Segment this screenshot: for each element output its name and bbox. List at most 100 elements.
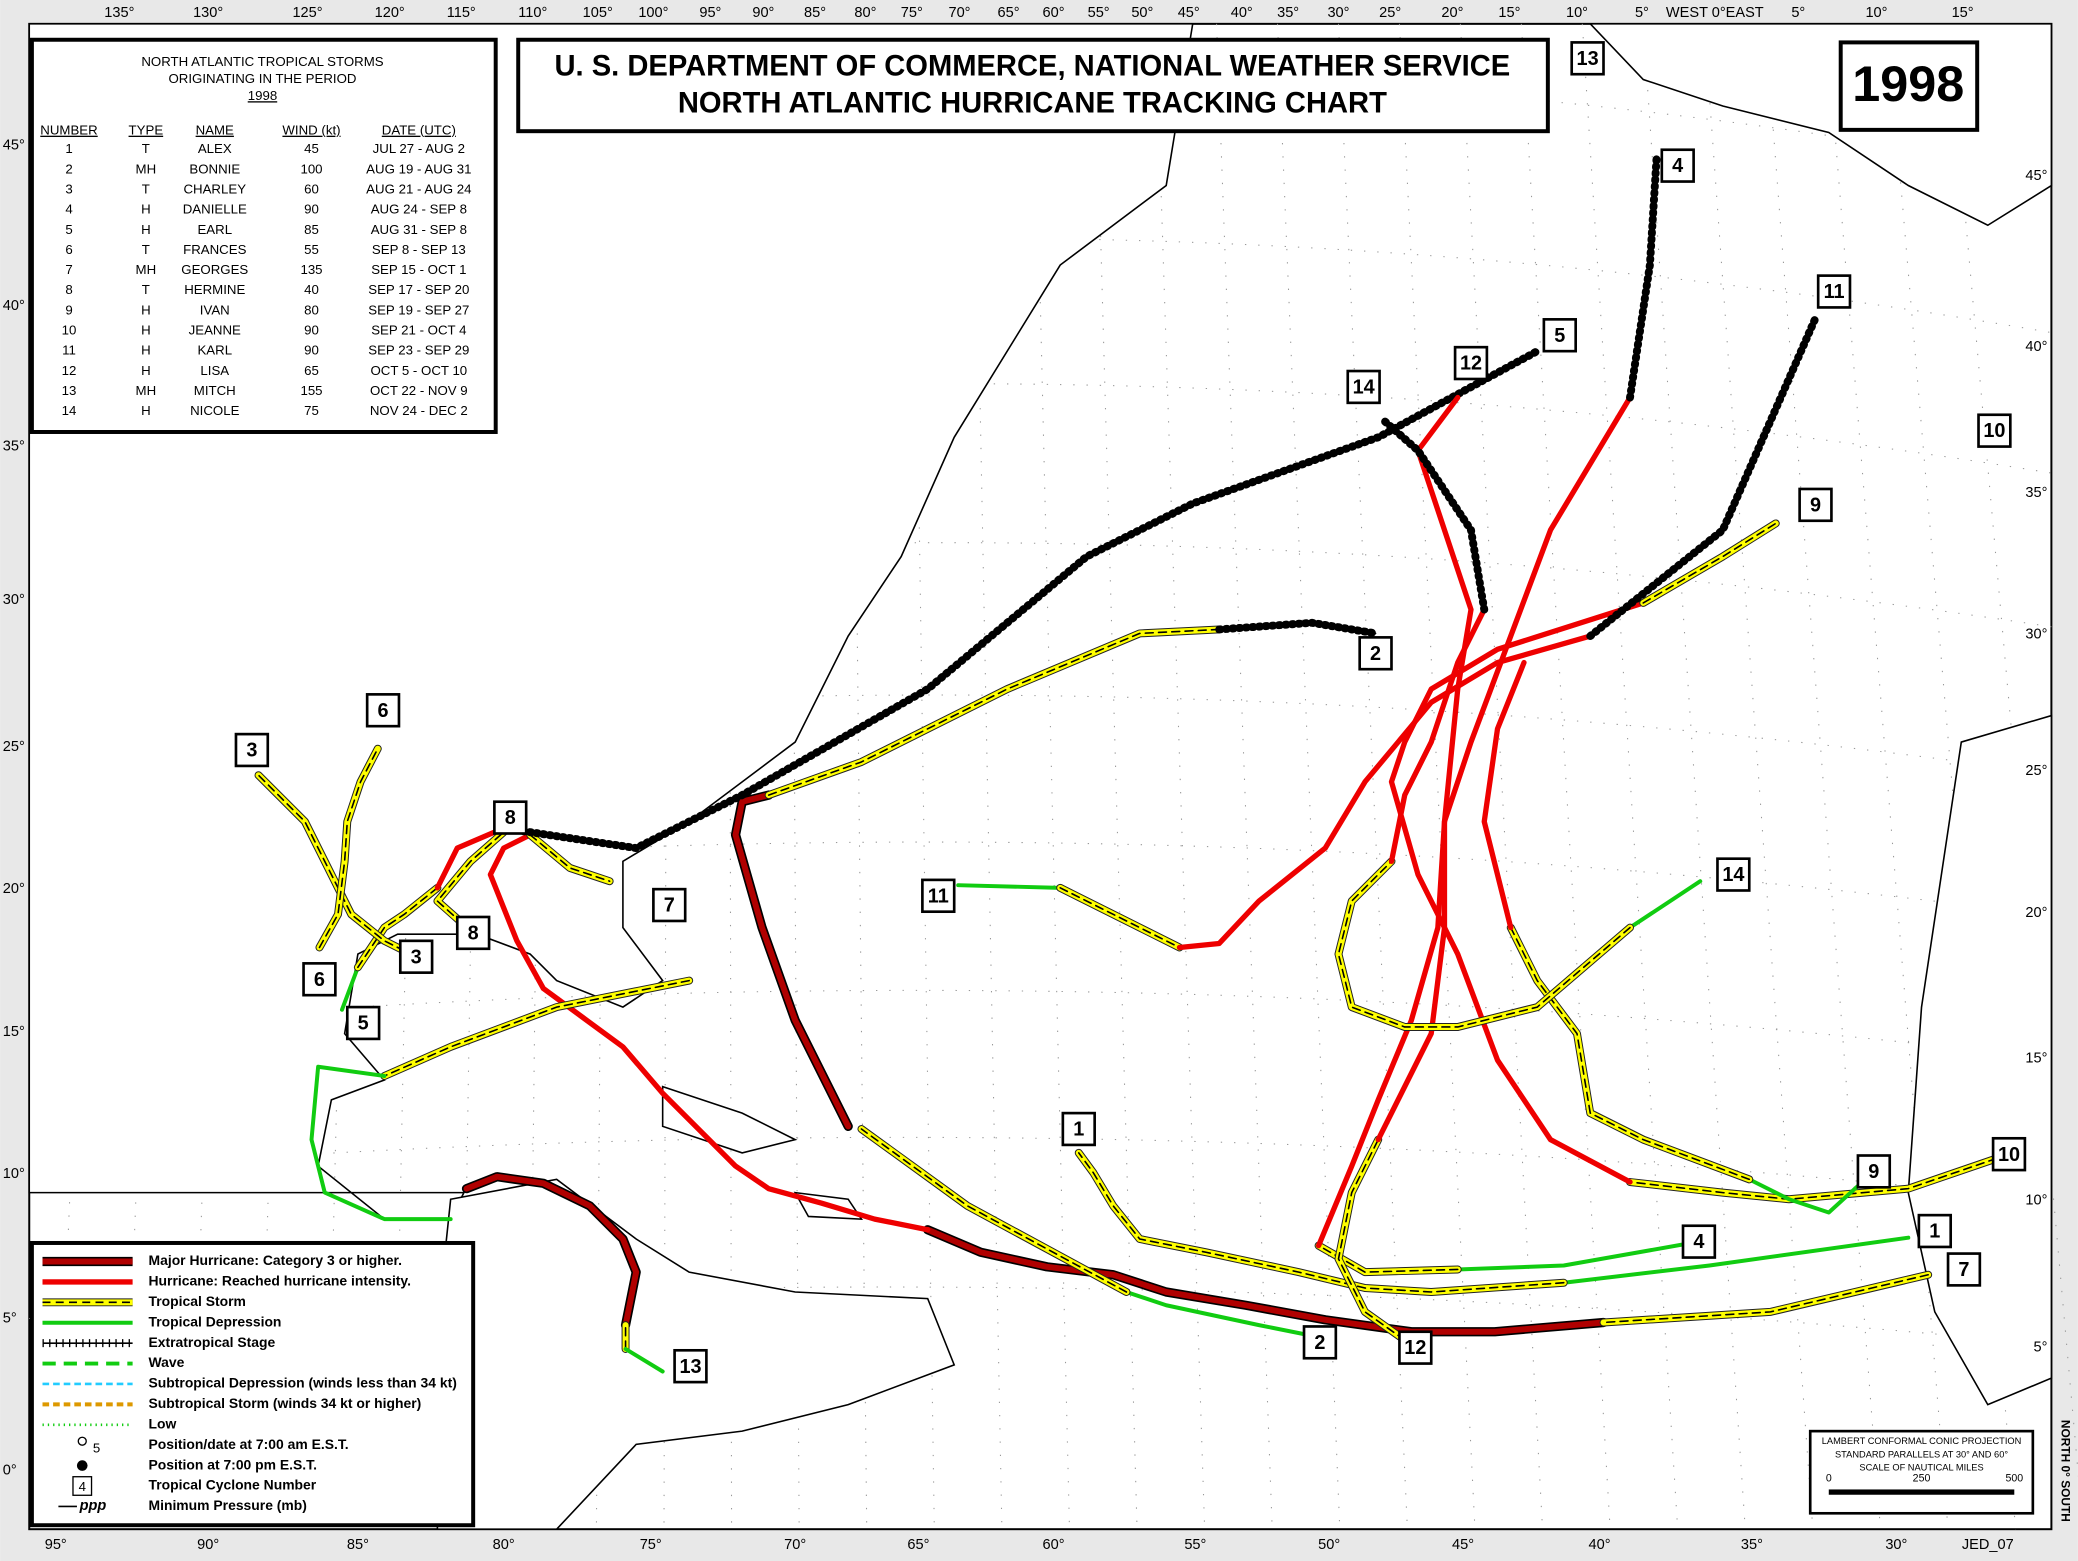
- storm-number: 7: [664, 895, 675, 917]
- storm-number: 6: [378, 700, 389, 722]
- track-hur: [1176, 633, 1593, 951]
- table-cell: 5: [65, 222, 72, 237]
- longitude-label: 120°: [375, 5, 405, 21]
- table-cell: T: [142, 141, 150, 156]
- table-cell: 90: [304, 323, 319, 338]
- storm-number: 13: [679, 1356, 701, 1378]
- legend-label: Tropical Storm: [149, 1293, 246, 1309]
- table-cell: SEP 15 - OCT 1: [371, 262, 466, 277]
- track-td: [1124, 1290, 1328, 1341]
- year: 1998: [1852, 55, 1964, 112]
- table-title: 1998: [248, 88, 277, 103]
- longitude-label: 5°: [1635, 5, 1649, 21]
- longitude-label: 50°: [1131, 5, 1153, 21]
- track-ts: [1642, 522, 1777, 604]
- track-ts: [357, 887, 439, 969]
- track-hur: [434, 825, 507, 891]
- scale-bar: [1828, 1489, 2015, 1495]
- storm-number: 11: [928, 885, 949, 907]
- storm-number: 1: [1073, 1119, 1084, 1141]
- storm-number: 12: [1404, 1337, 1426, 1359]
- storm-number-box: [652, 887, 687, 923]
- track-ts: [1337, 1138, 1417, 1349]
- storm-number-box: [234, 732, 270, 768]
- track-hur: [1388, 606, 1487, 864]
- legend-symbol-label: ppp: [79, 1498, 107, 1514]
- storm-table: NORTH ATLANTIC TROPICAL STORMS ORIGINATIN…: [40, 54, 471, 418]
- track-ts: [383, 979, 690, 1077]
- track-ts: [1337, 860, 1631, 1028]
- track-td: [1628, 879, 1703, 930]
- longitude-label: 90°: [752, 5, 774, 21]
- latitude-label: 25°: [3, 739, 25, 755]
- year-box: [1838, 40, 1980, 132]
- table-cell: 55: [304, 242, 319, 257]
- storm-number-box: [1660, 148, 1695, 183]
- table-cell: DANIELLE: [183, 202, 247, 217]
- longitude-label: 70°: [948, 5, 970, 21]
- longitude-label: 30°: [1327, 5, 1349, 21]
- storm-number: 5: [1554, 325, 1565, 347]
- table-cell: AUG 31 - SEP 8: [371, 222, 467, 237]
- table-cell: SEP 17 - SEP 20: [368, 282, 469, 297]
- legend-box: [29, 1240, 476, 1528]
- latitude-label: 40°: [2025, 339, 2047, 355]
- latitude-label: 45°: [3, 138, 25, 154]
- table-header: DATE (UTC): [382, 123, 456, 138]
- caribbean-islands: [661, 1085, 863, 1220]
- table-cell: GEORGES: [181, 262, 248, 277]
- longitude-label: 95°: [699, 5, 721, 21]
- legend-label: Tropical Depression: [149, 1313, 282, 1329]
- storm-number: 9: [1810, 494, 1821, 516]
- longitude-label: 90°: [197, 1537, 219, 1553]
- table-cell: EARL: [197, 222, 232, 237]
- latitude-label: 15°: [2025, 1051, 2047, 1067]
- longitude-label: 35°: [1741, 1537, 1763, 1553]
- track-td: [956, 883, 1063, 890]
- longitude-label: 125°: [292, 5, 322, 21]
- latitude-label: 15°: [3, 1024, 25, 1040]
- latitude-label: 40°: [3, 298, 25, 314]
- table-cell: MITCH: [194, 383, 236, 398]
- storm-number: 4: [1693, 1231, 1704, 1253]
- storm-number-box: [1302, 1325, 1338, 1360]
- storm-number: 3: [411, 946, 422, 968]
- storm-number-box: [1716, 857, 1751, 892]
- table-cell: 40: [304, 282, 319, 297]
- longitude-label: 40°: [1589, 1537, 1611, 1553]
- storm-number-box: [1816, 274, 1852, 309]
- table-cell: 11: [62, 343, 76, 358]
- table-cell: 14: [62, 403, 77, 418]
- table-cell: 100: [300, 161, 322, 176]
- storm-number-box: [493, 800, 528, 835]
- storm-number-box: [921, 878, 956, 914]
- storm-number: 12: [1460, 353, 1482, 375]
- table-cell: H: [141, 343, 151, 358]
- table-title: NORTH ATLANTIC TROPICAL STORMS: [141, 54, 383, 69]
- longitude-label: 35°: [1277, 5, 1299, 21]
- longitude-label: JED_07: [1962, 1537, 2014, 1553]
- storm-number-box: [1358, 636, 1393, 671]
- track-ts: [860, 1128, 1128, 1293]
- longitude-label: 25°: [1379, 5, 1401, 21]
- table-cell: H: [141, 302, 151, 317]
- table-cell: H: [141, 222, 151, 237]
- scale: LAMBERT CONFORMAL CONIC PROJECTION STANDA…: [1822, 1436, 2023, 1495]
- track-ts: [1509, 926, 1751, 1181]
- longitude-label: 65°: [998, 5, 1020, 21]
- scale-label: 250: [1913, 1473, 1931, 1485]
- storm-number-box: [302, 962, 337, 997]
- track-ts: [318, 747, 379, 949]
- storm-table-box: [29, 37, 498, 434]
- table-cell: 75: [304, 403, 319, 418]
- table-cell: MH: [136, 161, 157, 176]
- table-cell: 4: [65, 202, 72, 217]
- latitude-label: 30°: [2025, 627, 2047, 643]
- longitude-label: 55°: [1088, 5, 1110, 21]
- scale-label: 500: [2005, 1473, 2023, 1485]
- table-cell: SEP 8 - SEP 13: [372, 242, 466, 257]
- longitude-label: WEST 0°EAST: [1666, 5, 1764, 21]
- storm-number: 10: [1983, 420, 2005, 442]
- longitude-label: 55°: [1184, 1537, 1206, 1553]
